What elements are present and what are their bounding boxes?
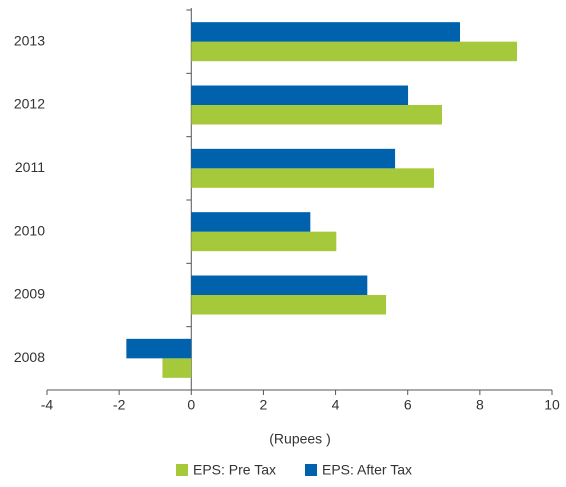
x-tick-label: 2 bbox=[260, 397, 268, 413]
x-tick-label: -2 bbox=[113, 397, 126, 413]
bar bbox=[126, 338, 192, 359]
y-tick-label: 2011 bbox=[15, 159, 45, 175]
y-tick-label: 2010 bbox=[14, 222, 45, 238]
bar bbox=[191, 168, 435, 188]
x-tick-label: -4 bbox=[41, 397, 54, 413]
x-tick-label: 4 bbox=[332, 397, 340, 413]
y-tick-label: 2012 bbox=[14, 96, 45, 112]
bar bbox=[191, 231, 337, 252]
y-tick-label: 2008 bbox=[14, 349, 45, 365]
legend-swatch bbox=[176, 464, 188, 476]
bar bbox=[191, 295, 387, 315]
bar bbox=[191, 105, 442, 125]
y-tick-label: 2013 bbox=[14, 32, 45, 48]
bar bbox=[191, 212, 311, 232]
legend-label: EPS: After Tax bbox=[322, 462, 412, 478]
bar bbox=[191, 22, 461, 42]
x-axis-label: (Rupees ) bbox=[269, 431, 330, 447]
bar bbox=[191, 41, 518, 62]
bar bbox=[191, 85, 409, 105]
x-tick-label: 10 bbox=[544, 397, 560, 413]
bar bbox=[191, 275, 368, 295]
x-tick-label: 8 bbox=[476, 397, 484, 413]
bar bbox=[162, 358, 192, 378]
bar bbox=[191, 148, 396, 169]
x-tick-label: 6 bbox=[404, 397, 412, 413]
y-tick-label: 2009 bbox=[14, 286, 45, 302]
legend-label: EPS: Pre Tax bbox=[193, 462, 276, 478]
legend-swatch bbox=[305, 464, 317, 476]
x-tick-label: 0 bbox=[187, 397, 195, 413]
